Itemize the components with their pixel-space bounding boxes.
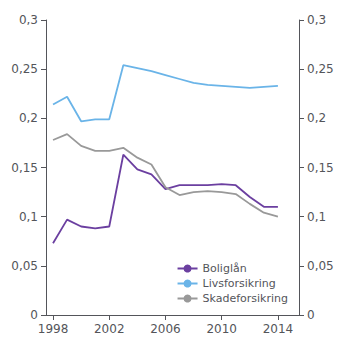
svg-text:0,3: 0,3 xyxy=(307,13,326,27)
svg-text:0,05: 0,05 xyxy=(307,259,334,273)
svg-text:0,2: 0,2 xyxy=(307,111,326,125)
svg-text:2010: 2010 xyxy=(206,322,237,336)
svg-text:0,15: 0,15 xyxy=(307,161,334,175)
svg-text:2014: 2014 xyxy=(263,322,294,336)
svg-text:Livsforsikring: Livsforsikring xyxy=(203,277,276,290)
svg-text:0,05: 0,05 xyxy=(11,259,38,273)
svg-text:Boliglån: Boliglån xyxy=(203,262,247,275)
svg-text:0,2: 0,2 xyxy=(19,111,38,125)
svg-text:0,15: 0,15 xyxy=(11,161,38,175)
svg-text:2002: 2002 xyxy=(94,322,125,336)
svg-text:1998: 1998 xyxy=(38,322,69,336)
svg-text:0: 0 xyxy=(30,308,38,322)
svg-text:0,25: 0,25 xyxy=(11,62,38,76)
svg-text:Skadeforsikring: Skadeforsikring xyxy=(203,292,288,305)
svg-text:0,25: 0,25 xyxy=(307,62,334,76)
svg-text:2006: 2006 xyxy=(150,322,181,336)
svg-text:0,1: 0,1 xyxy=(19,210,38,224)
svg-text:0,3: 0,3 xyxy=(19,13,38,27)
svg-text:0,1: 0,1 xyxy=(307,210,326,224)
svg-text:0: 0 xyxy=(307,308,315,322)
